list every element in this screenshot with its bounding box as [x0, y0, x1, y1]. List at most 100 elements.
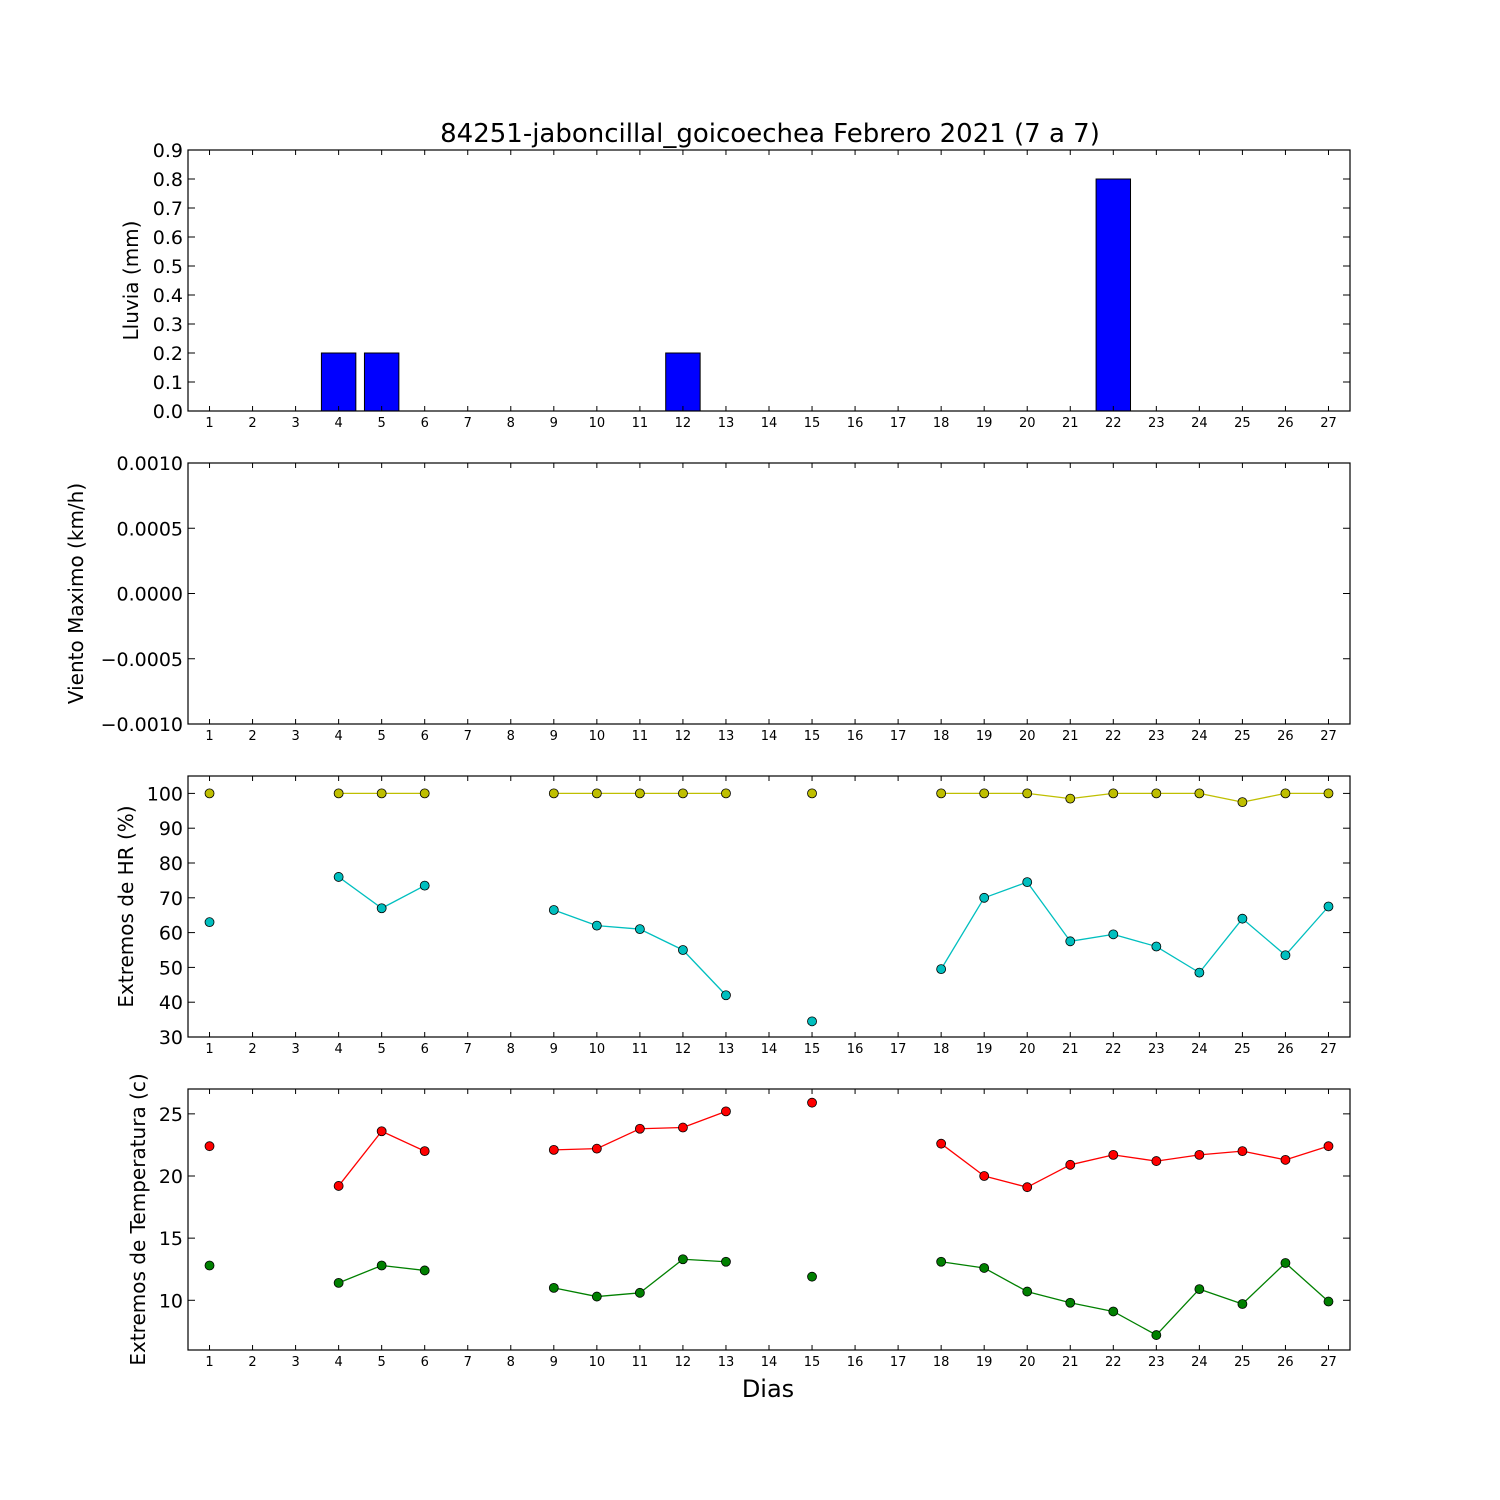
y-tick-label: 0.0000 — [117, 584, 183, 606]
x-tick-label: 9 — [550, 1042, 558, 1057]
series-1-point-day-24 — [1194, 1149, 1205, 1160]
panel-1: 1 2 3 4 5 6 7 8 9 10 11 12 13 14 15 16 17 18 19 20 21 22 23 24 2… — [119, 140, 1351, 431]
series-1-point-day-9 — [548, 1145, 559, 1155]
series-2-point-day-10 — [591, 920, 602, 931]
series-2-point-day-20 — [1022, 877, 1033, 888]
x-tick-label: 3 — [291, 1355, 299, 1370]
x-tick-label: 4 — [334, 729, 342, 744]
series-1-point-day-10 — [591, 788, 602, 799]
x-tick-label: 14 — [761, 729, 778, 744]
series-1-point-day-20 — [1022, 1182, 1033, 1193]
x-tick-label: 8 — [507, 1042, 515, 1057]
series-1-point-day-19 — [979, 788, 990, 799]
x-tick-label: 1 — [205, 416, 213, 431]
x-tick-label: 6 — [421, 1042, 429, 1057]
x-tick-label: 9 — [550, 416, 558, 431]
series-2-segment — [1199, 1288, 1243, 1305]
x-tick-label: 18 — [933, 729, 950, 744]
x-tick-label: 2 — [248, 1355, 256, 1370]
series-1-point-day-26 — [1280, 788, 1291, 799]
series-1-segment — [1070, 1154, 1114, 1166]
series-2-segment — [1284, 906, 1329, 956]
series-2-point-day-5 — [376, 1260, 387, 1271]
plot-frame — [187, 462, 1351, 725]
x-tick-label: 18 — [933, 1355, 950, 1370]
series-2-segment — [1113, 933, 1157, 948]
panel-4: 1 2 3 4 5 6 7 8 9 10 11 12 13 14 15 16 17 18 19 20 21 22 23 24 2… — [126, 1073, 1351, 1370]
x-tick-label: 23 — [1148, 729, 1165, 744]
series-1-segment — [381, 1130, 425, 1152]
x-tick-label: 17 — [890, 1355, 907, 1370]
series-2-point-day-9 — [548, 905, 559, 915]
series-2-point-day-13 — [721, 1256, 731, 1267]
x-tick-label: 5 — [378, 1355, 386, 1370]
y-axis-label: Extremos de HR (%) — [114, 805, 138, 1007]
chart-panels: 1 2 3 4 5 6 7 8 9 10 11 12 13 14 15 16 17 18 19 20 21 22 23 24 2… — [64, 140, 1351, 1370]
x-tick-label: 17 — [890, 729, 907, 744]
x-tick-label: 21 — [1062, 1355, 1079, 1370]
x-tick-label: 6 — [421, 416, 429, 431]
series-2-point-day-22 — [1108, 929, 1119, 940]
x-tick-label: 19 — [976, 729, 993, 744]
series-2-point-day-4 — [333, 872, 344, 882]
series-1-point-day-20 — [1022, 788, 1033, 799]
series-1-point-day-19 — [979, 1171, 990, 1181]
series-2-point-day-25 — [1237, 1299, 1248, 1309]
series-2-segment — [338, 876, 383, 909]
series-1-point-day-15 — [807, 1097, 817, 1108]
series-2-point-day-5 — [376, 903, 387, 914]
series-1-point-day-6 — [419, 1146, 430, 1157]
series-1-segment — [984, 1175, 1028, 1188]
series-2-point-day-4 — [333, 1277, 344, 1288]
x-tick-label: 2 — [248, 1042, 256, 1057]
x-tick-label: 7 — [464, 1042, 472, 1057]
series-1-point-day-21 — [1065, 793, 1076, 804]
series-2-point-day-1 — [204, 1260, 215, 1271]
series-1-point-day-13 — [721, 788, 731, 799]
x-tick-label: 7 — [464, 729, 472, 744]
series-1-segment — [1070, 792, 1114, 800]
x-tick-label: 8 — [507, 416, 515, 431]
x-tick-label: 2 — [248, 416, 256, 431]
series-2-segment — [381, 1264, 425, 1272]
series-1-point-day-1 — [204, 788, 215, 799]
y-tick-label: 60 — [159, 923, 183, 945]
x-tick-label: 14 — [761, 1042, 778, 1057]
x-tick-label: 23 — [1148, 1042, 1165, 1057]
series-1-point-day-13 — [721, 1106, 731, 1117]
series-1-segment — [1027, 792, 1071, 800]
x-tick-label: 3 — [291, 416, 299, 431]
series-2-segment — [553, 909, 598, 927]
x-tick-label: 1 — [205, 729, 213, 744]
x-tick-label: 27 — [1320, 416, 1337, 431]
series-2-point-day-15 — [807, 1271, 817, 1282]
series-1-point-day-11 — [634, 788, 645, 799]
x-tick-label: 3 — [291, 729, 299, 744]
series-1-point-day-15 — [807, 788, 817, 799]
x-tick-label: 16 — [847, 1042, 864, 1057]
x-tick-label: 27 — [1320, 1042, 1337, 1057]
x-tick-label: 9 — [550, 1355, 558, 1370]
series-1-point-day-12 — [678, 1122, 688, 1133]
series-1-segment — [596, 1128, 641, 1150]
series-1-segment — [1285, 1145, 1329, 1161]
series-2-point-day-27 — [1323, 1296, 1334, 1307]
x-tick-label: 13 — [718, 416, 735, 431]
series-2-segment — [1027, 1290, 1071, 1304]
y-tick-label: 0.0005 — [117, 518, 183, 540]
series-2-point-day-18 — [936, 1256, 947, 1267]
x-tick-label: 15 — [804, 416, 821, 431]
series-1-segment — [1199, 792, 1243, 803]
x-tick-label: 25 — [1234, 1355, 1251, 1370]
series-2-segment — [940, 897, 985, 970]
y-tick-label: −0.0005 — [101, 649, 183, 671]
x-tick-label: 23 — [1148, 416, 1165, 431]
series-2-point-day-21 — [1065, 1297, 1076, 1308]
series-1-point-day-26 — [1280, 1154, 1291, 1165]
y-tick-label: 0.7 — [153, 198, 183, 220]
series-1-point-day-25 — [1237, 797, 1248, 807]
x-tick-label: 8 — [507, 729, 515, 744]
x-tick-label: 26 — [1277, 1355, 1294, 1370]
x-tick-label: 1 — [205, 1042, 213, 1057]
